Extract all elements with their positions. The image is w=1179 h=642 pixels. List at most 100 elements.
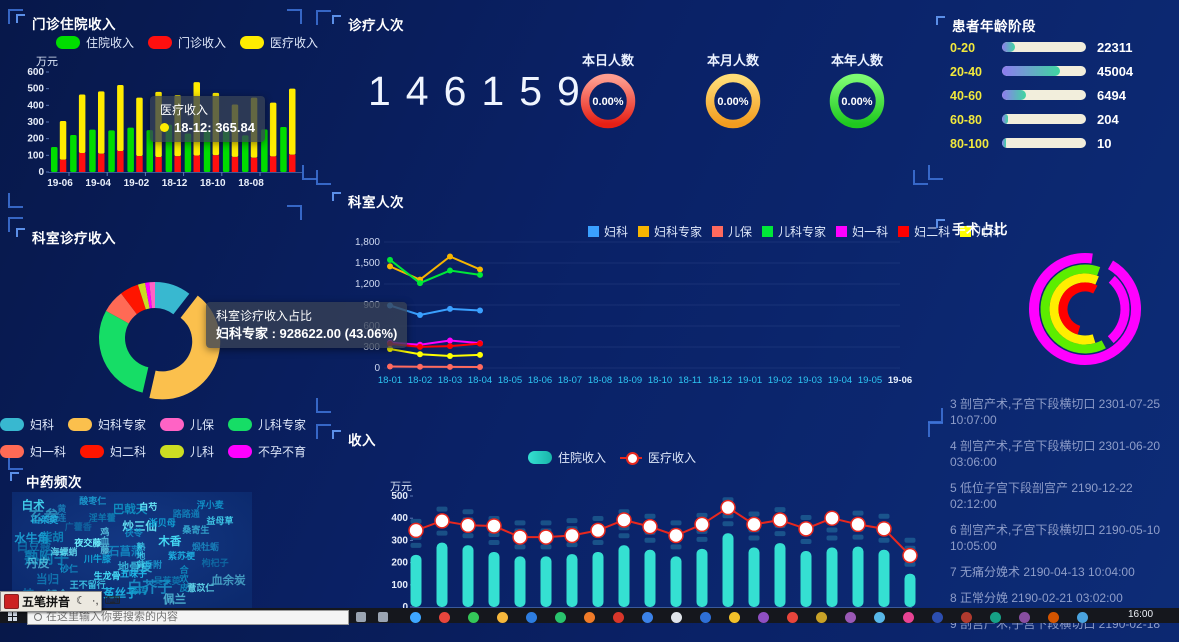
start-button[interactable] xyxy=(8,612,17,621)
taskbar-app-icon[interactable] xyxy=(932,612,943,623)
legend-outpatient-revenue: 住院收入 门诊收入 医疗收入 xyxy=(56,34,332,51)
income-bar-line-chart[interactable]: 0 100 200 300 400 500 xyxy=(372,488,918,623)
legend-item[interactable]: 妇科专家 xyxy=(67,416,146,433)
taskbar-app-icon[interactable] xyxy=(787,612,798,623)
legend-item[interactable]: 儿科 xyxy=(960,223,1000,240)
cloud-word: 王不留行 xyxy=(69,579,106,590)
series-point xyxy=(477,271,483,278)
legend-item[interactable]: 儿保 xyxy=(160,416,214,433)
tooltip-value-text: 妇科专家 : 928622.00 (43.06%) xyxy=(216,326,398,341)
taskbar-clock[interactable]: 16:00 xyxy=(1128,609,1154,620)
x-tick-label: 18-05 xyxy=(498,375,522,386)
legend-label: 儿科 xyxy=(190,445,215,459)
bar-outpatient xyxy=(231,156,239,172)
panel-title-department-visits: 科室人次 xyxy=(332,191,404,211)
department-revenue-donut-chart[interactable] xyxy=(55,248,265,428)
bar-dash-segment xyxy=(592,515,604,521)
taskbar-app-icon[interactable] xyxy=(642,612,653,623)
cloud-word: 茯苓 xyxy=(124,527,143,538)
taskbar-app-icon[interactable] xyxy=(468,612,479,623)
legend-item[interactable]: 门诊收入 xyxy=(148,34,226,51)
cloud-word: 生龙骨 xyxy=(93,570,121,581)
bar-dash-segment xyxy=(488,539,500,545)
legend-item[interactable]: 儿保 xyxy=(712,223,752,240)
pinned-app-icon[interactable] xyxy=(378,612,388,622)
moon-icon[interactable]: ☾ xyxy=(76,595,86,607)
series-line xyxy=(389,365,481,369)
legend-item[interactable]: 妇一科 xyxy=(836,223,888,240)
surgery-list-item: 7 无痛分娩术 2190-04-13 10:04:00 xyxy=(950,565,1135,579)
taskbar-app-icon[interactable] xyxy=(410,612,421,623)
taskbar-app-icon[interactable] xyxy=(497,612,508,623)
taskbar-app-icon[interactable] xyxy=(1077,612,1088,623)
legend-item[interactable]: 医疗收入 xyxy=(240,34,318,51)
taskbar-app-icon[interactable] xyxy=(1048,612,1059,623)
gauge-ring-2[interactable]: 0.00% xyxy=(702,70,764,132)
ime-toolbar[interactable]: 五笔拼音 ☾ ·, ⌨ xyxy=(0,591,121,612)
legend-item-medical[interactable]: 医疗收入 xyxy=(620,449,696,466)
legend-item[interactable]: 儿科 xyxy=(160,443,214,460)
legend-item[interactable]: 妇科 xyxy=(588,223,628,240)
department-visits-line-chart[interactable]: 03006009001,2001,5001,80018-0118-0218-03… xyxy=(340,236,915,391)
x-tick-label: 18-03 xyxy=(438,375,462,386)
taskbar-app-icon[interactable] xyxy=(555,612,566,623)
taskbar-app-icon[interactable] xyxy=(729,612,740,623)
bar-dash-segment xyxy=(696,536,708,542)
gauge-ring-1[interactable]: 0.00% xyxy=(577,70,639,132)
punctuation-icon[interactable]: ·, xyxy=(91,595,99,607)
ime-mode-label[interactable]: 五笔拼音 xyxy=(22,595,71,609)
y-tick-label: 200 xyxy=(391,558,408,569)
ime-logo-icon[interactable] xyxy=(4,594,19,609)
bar-dash-segment xyxy=(644,537,656,543)
income-line-marker xyxy=(746,516,762,533)
legend-item[interactable]: 儿科专家 xyxy=(762,223,826,240)
taskbar-app-icon[interactable] xyxy=(990,612,1001,623)
donut-slice xyxy=(155,282,190,315)
taskbar-app-icon[interactable] xyxy=(758,612,769,623)
legend-item[interactable]: 妇二科 xyxy=(79,443,146,460)
legend-item[interactable]: 妇二科 xyxy=(898,223,950,240)
taskbar-app-icon[interactable] xyxy=(671,612,682,623)
taskbar-app-icon[interactable] xyxy=(526,612,537,623)
keyboard-icon[interactable]: ⌨ xyxy=(104,595,121,607)
legend-item[interactable]: 住院收入 xyxy=(56,34,134,51)
legend-item[interactable]: 妇科专家 xyxy=(638,223,702,240)
herb-frequency-word-cloud[interactable]: 玄参白芥子熟附子炒三仙桔红地骨皮水牛角巴戟天血余炭石菖蒲益母草菟丝子枸杞子鸡血藤… xyxy=(12,492,252,608)
taskbar-app-icon[interactable] xyxy=(816,612,827,623)
income-bar xyxy=(670,556,682,607)
taskbar-app-icon[interactable] xyxy=(439,612,450,623)
legend-chip xyxy=(898,226,910,237)
gauge-label: 本月人数 xyxy=(706,53,759,68)
task-view-icon[interactable] xyxy=(356,612,366,622)
legend-item-inpatient[interactable]: 住院收入 xyxy=(528,449,606,466)
series-point xyxy=(447,352,453,359)
taskbar-system-buttons xyxy=(356,612,388,622)
search-input[interactable] xyxy=(46,611,316,623)
surgery-record-list[interactable]: 3 剖宫产术,子宫下段横切口 2301-07-25 10:07:00 4 剖宫产术… xyxy=(950,396,1175,642)
taskbar-app-icon[interactable] xyxy=(584,612,595,623)
total-visits-number: 146159 xyxy=(368,68,595,114)
taskbar-app-icon[interactable] xyxy=(961,612,972,623)
surgery-list-item: 3 剖宫产术,子宫下段横切口 2301-07-25 10:07:00 xyxy=(950,397,1161,427)
taskbar-app-icon[interactable] xyxy=(874,612,885,623)
bar-dash-segment xyxy=(462,509,474,515)
legend-item[interactable]: 不孕不育 xyxy=(228,443,306,460)
ratio-ring-arc xyxy=(1040,264,1106,354)
taskbar-app-icon[interactable] xyxy=(845,612,856,623)
cloud-word: 泽泻 xyxy=(129,585,148,596)
corner-bracket-decoration xyxy=(928,408,943,423)
taskbar-app-icon[interactable] xyxy=(903,612,914,623)
surgery-ratio-ring-chart[interactable] xyxy=(1018,242,1152,376)
taskbar-app-icon[interactable] xyxy=(1019,612,1030,623)
corner-bracket-decoration xyxy=(913,170,928,185)
legend-item[interactable]: 妇科 xyxy=(0,416,54,433)
legend-item[interactable]: 儿科专家 xyxy=(228,416,306,433)
taskbar-app-icon[interactable] xyxy=(700,612,711,623)
panel-title-text: 手术占比 xyxy=(952,222,1008,237)
gauge-ring-3[interactable]: 0.00% xyxy=(826,70,888,132)
age-count-value: 204 xyxy=(1097,112,1119,127)
legend-item[interactable]: 妇一科 xyxy=(0,443,66,460)
y-tick-label: 500 xyxy=(27,84,44,95)
taskbar-app-icon[interactable] xyxy=(613,612,624,623)
